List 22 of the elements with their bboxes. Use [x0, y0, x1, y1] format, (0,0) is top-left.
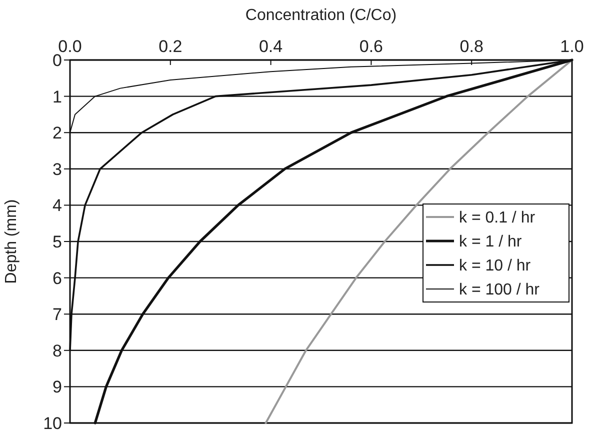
legend-label: k = 10 / hr [459, 258, 532, 275]
y-tick-label: 3 [52, 160, 62, 179]
y-axis-title: Depth (mm) [3, 199, 20, 284]
y-tick-label: 4 [52, 196, 62, 216]
x-axis-title: Concentration (C/Co) [245, 7, 397, 24]
y-tick-label: 6 [52, 268, 62, 288]
legend-label: k = 100 / hr [459, 282, 540, 299]
y-tick-label: 9 [52, 378, 62, 397]
legend-label: k = 1 / hr [459, 234, 522, 251]
y-tick-label: 1 [52, 87, 62, 106]
y-tick-label: 5 [52, 232, 62, 252]
x-tick-label: 0.2 [158, 37, 182, 56]
y-tick-label: 8 [52, 341, 62, 360]
x-tick-label: 0.4 [258, 37, 283, 56]
y-tick-label: 2 [52, 124, 62, 143]
x-tick-label: 0.8 [460, 37, 484, 56]
y-tick-label: 7 [52, 305, 62, 324]
legend-label: k = 0.1 / hr [459, 210, 536, 227]
x-tick-label: 0.6 [359, 37, 384, 56]
y-tick-label: 10 [43, 414, 62, 433]
y-tick-label: 0 [52, 50, 62, 70]
x-tick-label: 1.0 [560, 37, 584, 56]
